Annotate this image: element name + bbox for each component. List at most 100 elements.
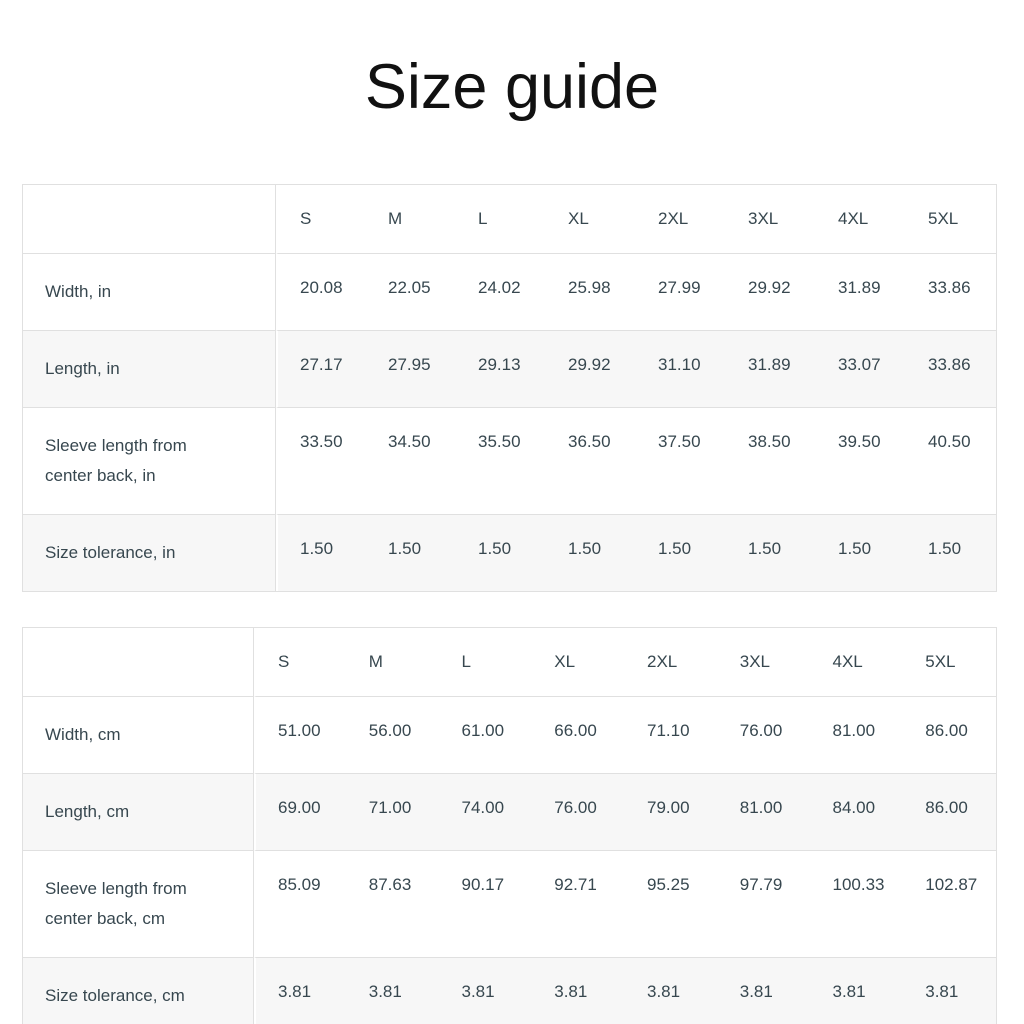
size-value-cell: 36.50 (546, 407, 636, 514)
size-column-header: XL (532, 628, 625, 698)
size-value-cell: 3.81 (625, 957, 718, 1024)
size-value-cell: 37.50 (636, 407, 726, 514)
size-value-cell: 51.00 (254, 697, 347, 774)
size-value-cell: 86.00 (903, 773, 996, 851)
size-value-cell: 40.50 (906, 407, 996, 514)
size-value-cell: 33.07 (816, 330, 906, 408)
size-value-cell: 74.00 (439, 773, 533, 851)
size-value-cell: 29.13 (456, 330, 546, 408)
size-value-cell: 84.00 (810, 773, 904, 851)
row-label: Width, cm (23, 697, 254, 774)
size-value-cell: 38.50 (726, 407, 816, 514)
size-value-cell: 3.81 (532, 957, 625, 1024)
corner-cell (23, 628, 254, 698)
row-label: Sleeve length from center back, cm (23, 850, 254, 958)
table-row: Size tolerance, in 1.50 1.50 1.50 1.50 1.50 1.… (23, 514, 996, 592)
size-value-cell: 3.81 (903, 957, 996, 1024)
size-column-header: 3XL (717, 628, 811, 698)
size-value-cell: 1.50 (276, 514, 366, 592)
size-value-cell: 1.50 (726, 514, 816, 592)
size-column-header: M (366, 185, 456, 255)
size-value-cell: 33.86 (906, 330, 996, 408)
size-value-cell: 97.79 (717, 850, 811, 957)
size-value-cell: 35.50 (456, 407, 546, 514)
size-value-cell: 39.50 (816, 407, 906, 514)
size-value-cell: 25.98 (568, 278, 611, 298)
row-label: Size tolerance, in (23, 514, 276, 592)
size-value-cell: 76.00 (739, 721, 783, 741)
size-table-inches: S M L XL 2XL 3XL 4XL 5XL Width, in 20.08 22.05 24.… (22, 184, 997, 593)
size-column-header: 2XL (625, 628, 718, 698)
size-value-cell: 1.50 (366, 514, 456, 592)
size-value-cell: 66.00 (554, 721, 597, 741)
size-value-cell: 27.17 (276, 330, 366, 408)
size-value-cell: 31.10 (636, 330, 726, 408)
size-value-cell: 29.92 (748, 278, 791, 298)
size-value-cell: 29.92 (546, 330, 636, 408)
size-value-cell: 81.00 (717, 773, 811, 851)
size-value-cell: 34.50 (366, 407, 456, 514)
size-column-header: XL (546, 185, 636, 255)
size-value-cell: 27.95 (366, 330, 456, 408)
table-row: Width, cm 51.00 56.00 61.00 66.00 71.10 76.00 8… (23, 697, 996, 774)
size-value-cell: 87.63 (346, 850, 440, 957)
size-value-cell: 3.81 (346, 957, 440, 1024)
size-column-header: 4XL (816, 185, 906, 255)
size-value-cell: 1.50 (906, 514, 996, 592)
table-row: Sleeve length from center back, cm 85.09 8… (23, 850, 996, 958)
header-row: S M L XL 2XL 3XL 4XL 5XL (23, 628, 996, 698)
size-value-cell: 61.00 (461, 721, 505, 741)
size-tables-section: S M L XL 2XL 3XL 4XL 5XL Width, in 20.08 22.05 24.… (22, 184, 997, 1024)
size-value-cell: 31.89 (838, 278, 881, 298)
size-value-cell: 71.00 (346, 773, 440, 851)
size-value-cell: 92.71 (532, 850, 625, 957)
size-column-header: M (346, 628, 440, 698)
size-column-header: S (254, 628, 347, 698)
table-row: Sleeve length from center back, in 33.50 3… (23, 407, 996, 515)
page-title: Size guide (364, 52, 660, 122)
table-row: Length, in 27.17 27.95 29.13 29.92 31.10 31.89… (23, 330, 996, 408)
size-value-cell: 79.00 (625, 773, 718, 851)
table-row: Size tolerance, cm 3.81 3.81 3.81 3.81 3.81 3.… (23, 957, 996, 1024)
size-column-header: L (456, 185, 546, 255)
size-value-cell: 20.08 (276, 254, 366, 331)
size-value-cell: 22.05 (388, 278, 431, 298)
size-value-cell: 3.81 (717, 957, 811, 1024)
row-label: Length, in (23, 330, 276, 408)
size-value-cell: 85.09 (254, 850, 347, 958)
size-value-cell: 3.81 (810, 957, 904, 1024)
row-label: Size tolerance, cm (23, 957, 254, 1024)
size-column-header: 5XL (903, 628, 996, 698)
header-row: S M L XL 2XL 3XL 4XL 5XL (23, 185, 996, 255)
size-value-cell: 27.99 (658, 278, 701, 298)
size-value-cell: 90.17 (439, 850, 533, 957)
size-value-cell: 1.50 (816, 514, 906, 592)
size-value-cell: 24.02 (478, 278, 521, 298)
size-column-header: L (439, 628, 533, 698)
size-value-cell: 81.00 (832, 721, 876, 741)
size-value-cell: 95.25 (625, 850, 718, 957)
table-row: Length, cm 69.00 71.00 74.00 76.00 79.00 81.00… (23, 773, 996, 851)
size-value-cell: 31.89 (726, 330, 816, 408)
size-value-cell: 76.00 (532, 773, 625, 851)
size-value-cell: 1.50 (636, 514, 726, 592)
size-value-cell: 86.00 (925, 721, 968, 741)
size-value-cell: 33.50 (276, 407, 366, 515)
size-value-cell: 33.86 (928, 278, 971, 298)
row-label: Sleeve length from center back, in (23, 407, 276, 515)
size-value-cell: 56.00 (368, 721, 412, 741)
size-value-cell: 3.81 (439, 957, 533, 1024)
size-value-cell: 69.00 (254, 773, 347, 851)
corner-cell (23, 185, 276, 255)
size-value-cell: 71.10 (647, 721, 690, 741)
size-table-cm: S M L XL 2XL 3XL 4XL 5XL Width, cm 51.00 56.00 61.… (22, 627, 997, 1024)
size-value-cell: 100.33 (810, 850, 904, 957)
size-value-cell: 1.50 (546, 514, 636, 592)
table-row: Width, in 20.08 22.05 24.02 25.98 27.99 29.92 3… (23, 254, 996, 331)
size-column-header: 3XL (726, 185, 816, 255)
size-value-cell: 1.50 (456, 514, 546, 592)
size-column-header: 5XL (906, 185, 996, 255)
row-label: Length, cm (23, 773, 254, 851)
size-column-header: 4XL (810, 628, 904, 698)
